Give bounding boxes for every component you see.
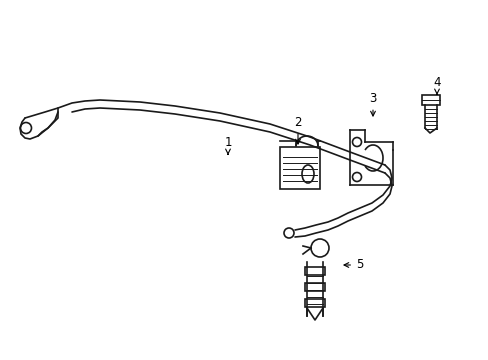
Text: 1: 1 (224, 135, 231, 154)
Bar (305, 299, 325, 307)
Bar (421, 95, 439, 105)
Text: 3: 3 (368, 91, 376, 116)
Bar (305, 283, 325, 291)
Text: 4: 4 (432, 76, 440, 94)
Text: 5: 5 (344, 258, 363, 271)
Bar (305, 267, 325, 275)
Text: 2: 2 (294, 116, 301, 144)
Bar (280, 147, 319, 189)
